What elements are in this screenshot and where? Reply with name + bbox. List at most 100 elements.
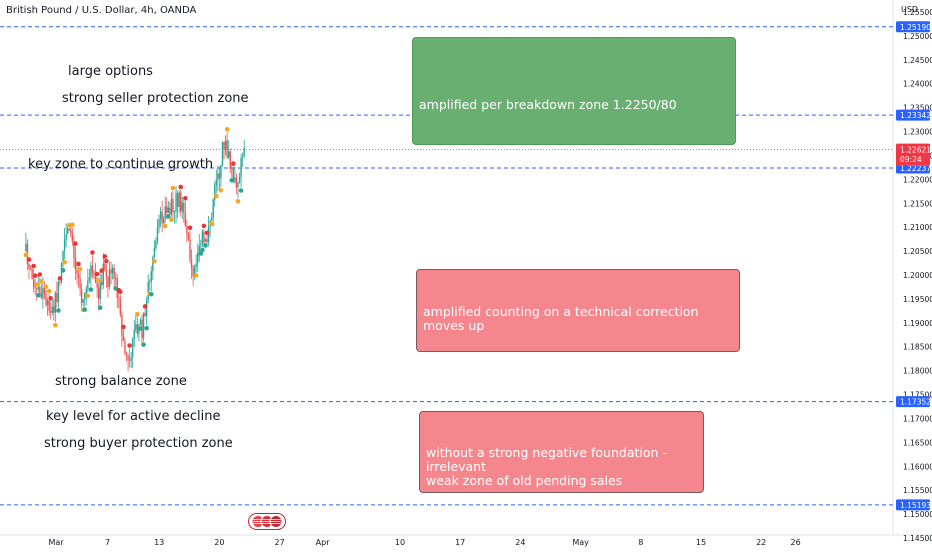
candle-body [170, 199, 173, 215]
candle-body [197, 252, 199, 264]
y-tick-label: 1.19000 [903, 319, 932, 328]
candle-body [56, 293, 58, 303]
signal-dot [201, 223, 207, 229]
signal-dot [170, 185, 176, 191]
y-tick-label: 1.25500 [903, 8, 932, 17]
candle-body [183, 202, 185, 213]
x-tick-label: 15 [696, 538, 706, 547]
candle-body [231, 167, 233, 169]
candle-body [235, 177, 238, 188]
candle-body [215, 179, 218, 186]
annotation-seller-zone[interactable]: strong seller protection zone [62, 91, 249, 106]
candle-body [195, 263, 197, 267]
signal-dot [39, 279, 44, 284]
candle-body [232, 167, 235, 182]
signal-dot [104, 258, 109, 264]
signal-dot [97, 305, 103, 310]
signal-dot [235, 198, 241, 204]
candle-body [204, 239, 207, 243]
annotation-key-zone-growth[interactable]: key zone to continue growth [28, 157, 214, 172]
annotation-buyer-zone[interactable]: strong buyer protection zone [44, 436, 233, 451]
candle-body [200, 244, 202, 246]
box-correction-text: amplified counting on a technical correc… [423, 304, 699, 333]
candle-body [36, 288, 38, 289]
signal-dot [214, 193, 219, 199]
annotation-large-options[interactable]: large options [68, 64, 153, 79]
x-tick-label: 27 [275, 538, 285, 547]
candle-body [48, 300, 50, 312]
candle-body [193, 266, 196, 277]
signal-dots [23, 127, 244, 348]
y-tick-label: 1.21500 [903, 199, 932, 208]
candle-body [29, 268, 32, 270]
y-tick-label: 1.17000 [903, 414, 932, 423]
signal-dot [148, 291, 154, 297]
candle-body [223, 142, 225, 150]
candle-body [107, 277, 109, 288]
candle-body [214, 185, 216, 200]
candle-body [133, 329, 135, 339]
signal-dot [209, 221, 214, 227]
x-tick-label: 7 [105, 538, 110, 547]
x-tick-label: 24 [515, 538, 525, 547]
symbol-title[interactable]: British Pound / U.S. Dollar, 4h, OANDA [6, 5, 197, 16]
candle-body [207, 226, 210, 243]
candle-body [201, 231, 204, 245]
level-tag [896, 21, 930, 33]
signal-dot [121, 324, 126, 330]
annotation-key-level-decline[interactable]: key level for active decline [46, 409, 221, 424]
candle-body [153, 247, 156, 258]
candle-body [124, 341, 126, 354]
candle-body [229, 151, 231, 169]
candle-body [241, 156, 244, 159]
candle-body [118, 297, 120, 299]
candle-body [108, 269, 111, 288]
box-pending-sales-text: without a strong negative foundation - i… [426, 445, 667, 488]
y-tick-label: 1.18500 [903, 343, 932, 352]
price-axis-tags: 1.25190 1.23342 1.22237 1.17352 1.15193 1.226… [896, 21, 931, 511]
signal-dot [99, 268, 105, 273]
signal-dot [96, 278, 101, 283]
box-correction[interactable]: amplified counting on a technical correc… [416, 269, 740, 352]
signal-dot [85, 293, 91, 299]
candle-body [43, 288, 46, 294]
time-axis[interactable]: Mar 7 13 20 27 Apr 10 17 24 May 8 15 22 26 [48, 538, 800, 547]
price-axis[interactable]: 1.25500 1.25000 1.24500 1.24000 1.23500 1.230… [903, 8, 932, 543]
signal-dot [187, 225, 193, 231]
signal-dot [70, 222, 75, 228]
candle-body [178, 192, 180, 207]
candle-body [96, 283, 98, 288]
y-tick-label: 1.22000 [903, 175, 932, 184]
signal-dot [162, 223, 168, 229]
signal-dot [144, 325, 149, 331]
candle-body [121, 314, 123, 336]
candle-body [162, 218, 165, 224]
signal-dot [26, 257, 32, 262]
candle-body [87, 280, 89, 289]
candle-body [57, 281, 60, 303]
annotation-balance-zone[interactable]: strong balance zone [55, 374, 187, 389]
x-tick-label: May [572, 538, 589, 547]
signal-dot [229, 178, 235, 183]
candle-body [85, 288, 87, 294]
signal-dot [231, 161, 236, 166]
candle-body [88, 277, 91, 281]
y-tick-label: 1.16500 [903, 438, 932, 447]
x-tick-label: 8 [638, 538, 643, 547]
candle-body [62, 250, 64, 264]
box-pending-sales[interactable]: without a strong negative foundation - i… [419, 411, 704, 493]
candle-body [101, 281, 103, 285]
level-tag-label: 1.25190 [900, 23, 931, 32]
signal-dot [169, 217, 174, 223]
box-breakdown[interactable]: amplified per breakdown zone 1.2250/80 [412, 37, 736, 145]
candle-body [132, 338, 134, 357]
event-flag-icon[interactable] [248, 513, 286, 530]
candle-body [128, 359, 131, 361]
signal-dot [238, 188, 244, 193]
signal-dot [127, 343, 132, 348]
signal-dot [200, 247, 205, 253]
candle-body [42, 288, 44, 299]
candle-body [110, 269, 112, 274]
